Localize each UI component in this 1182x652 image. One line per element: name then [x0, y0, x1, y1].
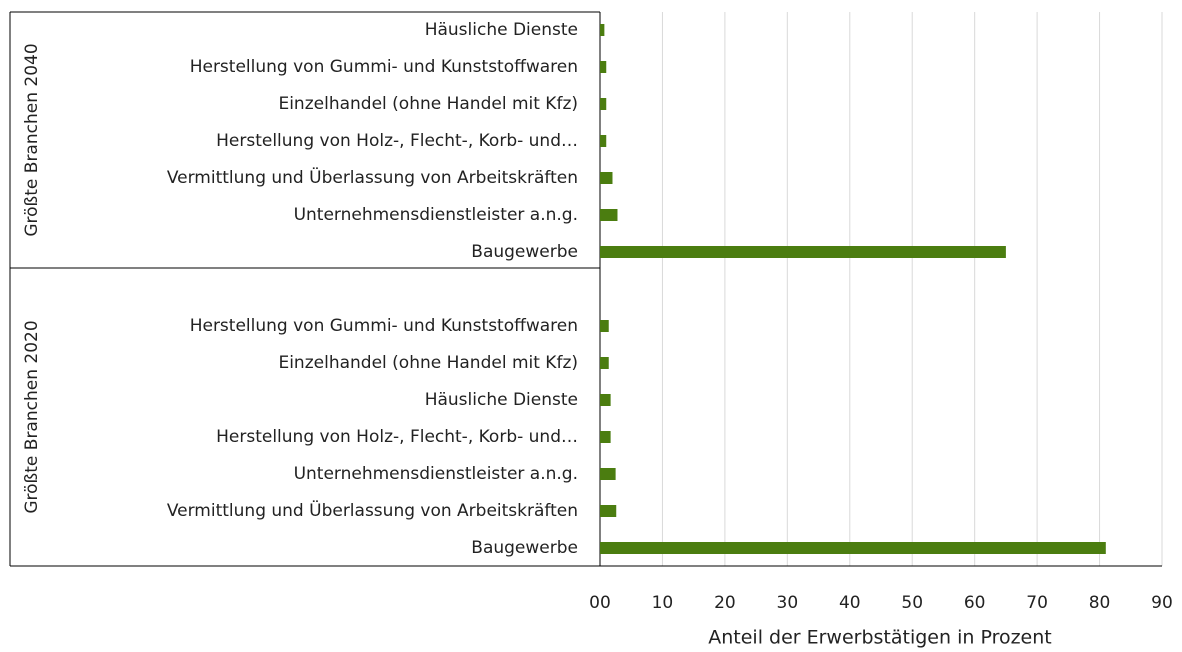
y-tick-label: Einzelhandel (ohne Handel mit Kfz): [278, 353, 578, 373]
y-tick-label: Unternehmensdienstleister a.n.g.: [294, 205, 578, 225]
y-tick-label: Vermittlung und Überlassung von Arbeitsk…: [167, 166, 578, 188]
x-tick-label: 60: [964, 593, 986, 613]
bar: [600, 135, 607, 147]
bar: [600, 468, 616, 480]
x-tick-label: 10: [652, 593, 674, 613]
y-tick-label: Baugewerbe: [471, 242, 578, 262]
group-label: Größte Branchen 2020: [22, 320, 42, 513]
x-tick-label: 20: [714, 593, 736, 613]
bar: [600, 394, 611, 406]
bar: [600, 172, 613, 184]
bar: [600, 320, 609, 332]
x-axis-title: Anteil der Erwerbstätigen in Prozent: [708, 627, 1052, 649]
y-tick-label: Unternehmensdienstleister a.n.g.: [294, 464, 578, 484]
bar: [600, 505, 617, 517]
y-tick-label: Vermittlung und Überlassung von Arbeitsk…: [167, 499, 578, 521]
bar: [600, 431, 611, 443]
y-tick-label: Herstellung von Holz-, Flecht-, Korb- un…: [216, 131, 578, 151]
bar: [600, 24, 605, 36]
y-tick-label: Herstellung von Gummi- und Kunststoffwar…: [190, 57, 578, 77]
bar: [600, 209, 618, 221]
x-tick-label: 30: [777, 593, 799, 613]
x-tick-label: 70: [1026, 593, 1048, 613]
y-tick-label: Baugewerbe: [471, 538, 578, 558]
y-tick-label: Herstellung von Holz-, Flecht-, Korb- un…: [216, 427, 578, 447]
x-tick-label: 00: [589, 593, 611, 613]
bar: [600, 246, 1006, 258]
x-tick-label: 80: [1089, 593, 1111, 613]
bar: [600, 61, 607, 73]
y-tick-label: Einzelhandel (ohne Handel mit Kfz): [278, 94, 578, 114]
y-tick-label: Häusliche Dienste: [425, 390, 578, 410]
x-tick-label: 90: [1151, 593, 1173, 613]
y-tick-label: Herstellung von Gummi- und Kunststoffwar…: [190, 316, 578, 336]
x-tick-label: 50: [901, 593, 923, 613]
x-tick-label: 40: [839, 593, 861, 613]
bar: [600, 357, 609, 369]
group-label: Größte Branchen 2040: [22, 43, 42, 236]
y-tick-label: Häusliche Dienste: [425, 20, 578, 40]
bar: [600, 542, 1106, 554]
bar: [600, 98, 607, 110]
